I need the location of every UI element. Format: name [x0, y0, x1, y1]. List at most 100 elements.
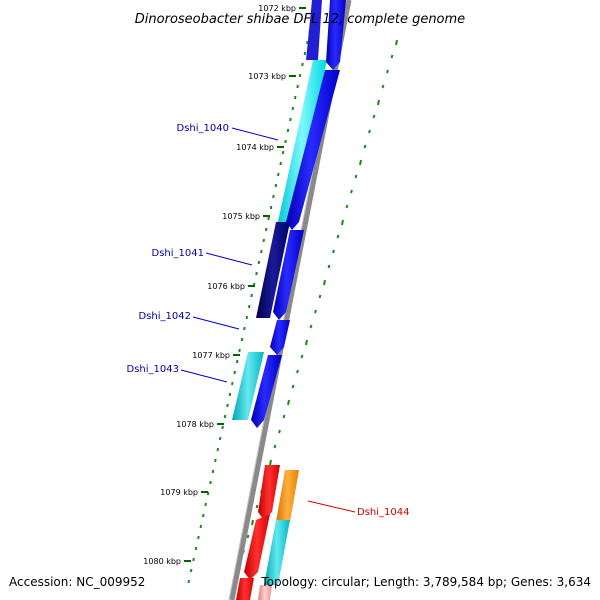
tick-label: 1077 kbp [192, 351, 230, 360]
gc-dot [273, 444, 277, 449]
cds-arrow-reverse [258, 465, 280, 520]
gc-dot [381, 84, 385, 89]
gene-block-cyan [277, 60, 327, 226]
gc-dot [255, 271, 258, 276]
gene-label-leader [192, 316, 240, 330]
gc-dot [300, 354, 304, 359]
tick-label: 1076 kbp [207, 282, 245, 291]
gc-dot [269, 205, 273, 210]
gc-dot [269, 459, 272, 466]
gc-dot [296, 84, 299, 89]
tick-marks: 1072 kbp 1073 kbp 1074 kbp 1075 kbp 1076 kbp… [143, 4, 306, 566]
tick-label: 1080 kbp [143, 557, 181, 566]
gc-dot [221, 425, 224, 430]
accession-text: Accession: NC_009952 [9, 575, 145, 589]
gc-dot [255, 504, 259, 509]
gene-block-pink [258, 585, 272, 600]
gc-dot [194, 546, 198, 551]
gene-label-dshi-1044: Dshi_1044 [357, 507, 409, 518]
gc-dot [245, 315, 249, 320]
gc-dot [226, 403, 229, 408]
gc-dot [250, 293, 253, 298]
gc-dot [286, 128, 290, 133]
gc-dot [301, 62, 304, 67]
gc-dot [272, 194, 275, 199]
gc-dot [274, 183, 278, 188]
gc-dot [262, 238, 266, 243]
gc-dot [336, 234, 340, 239]
gc-dot [216, 447, 220, 452]
gc-dot [287, 399, 290, 406]
gene-block-teal-low [264, 520, 290, 585]
gc-dot [206, 491, 210, 496]
gc-dot [296, 369, 299, 374]
gene-label-leader [180, 369, 228, 383]
gene-label-leader [205, 252, 253, 266]
gc-dot [235, 359, 239, 364]
gc-dot [372, 114, 376, 119]
gene-labels: Dshi_1040 Dshi_1041 Dshi_1042 Dshi_1043 Dshi… [127, 123, 410, 518]
cds-arrow [251, 355, 282, 428]
gene-label-dshi-1040: Dshi_1040 [177, 123, 229, 134]
gc-dot [390, 54, 394, 59]
gc-dot [192, 557, 195, 562]
gc-dot [291, 106, 295, 111]
gene-block-dshi-1041 [256, 222, 290, 318]
gc-dot [309, 324, 313, 329]
gc-dot [377, 99, 380, 106]
cds-ring [236, 0, 346, 600]
gc-dot [368, 129, 371, 134]
tick-label: 1075 kbp [222, 212, 260, 221]
gc-dot [209, 480, 212, 485]
gc-dot [240, 337, 244, 342]
gc-dot [246, 534, 250, 539]
gc-dot [231, 381, 234, 386]
gene-label-leader [231, 127, 279, 141]
gc-dot [291, 384, 295, 389]
tick-label: 1073 kbp [248, 72, 286, 81]
gc-dot [293, 95, 297, 100]
gc-dot [202, 513, 205, 518]
gc-dot [318, 294, 322, 299]
cds-arrow [326, 0, 346, 70]
gene-ring [232, 0, 327, 600]
gc-dot [223, 414, 227, 419]
tick-label: 1079 kbp [160, 488, 198, 497]
cds-arrow-reverse [236, 578, 254, 600]
gc-dot [305, 339, 308, 346]
tick-label: 1074 kbp [236, 143, 274, 152]
gc-dot [233, 370, 236, 375]
gene-label-dshi-1042: Dshi_1042 [139, 311, 191, 322]
gc-dot [395, 39, 398, 46]
gc-dot [251, 519, 254, 526]
gene-block-dshi-1043 [232, 352, 264, 420]
gc-dot [306, 40, 309, 45]
map-title: Dinoroseobacter shibae DFL 12, complete … [135, 12, 465, 27]
gene-label-dshi-1041: Dshi_1041 [152, 248, 204, 259]
gene-label-leader [307, 500, 356, 513]
gc-dot [277, 172, 280, 177]
gc-dot [281, 150, 285, 155]
gc-dot [282, 414, 286, 419]
gc-dot [248, 304, 251, 309]
gc-dot [187, 579, 190, 584]
gc-dot [323, 279, 326, 286]
gc-dot [238, 348, 241, 353]
gc-dot [332, 249, 335, 254]
gc-dots-outer [233, 39, 398, 586]
gc-dot [214, 458, 217, 463]
gc-dot [354, 174, 358, 179]
gc-dot [243, 326, 246, 331]
gc-dot [314, 309, 317, 314]
gc-dot [279, 161, 282, 166]
gc-dot [197, 535, 200, 540]
gene-block-blue-top [306, 0, 322, 60]
gc-dot [218, 436, 222, 441]
gc-dot [267, 216, 270, 221]
cds-arrow [273, 230, 304, 320]
gene-block-dshi-1044 [276, 470, 299, 522]
gc-dot [257, 260, 261, 265]
tick-label: 1078 kbp [176, 420, 214, 429]
gene-label-dshi-1043: Dshi_1043 [127, 364, 179, 375]
